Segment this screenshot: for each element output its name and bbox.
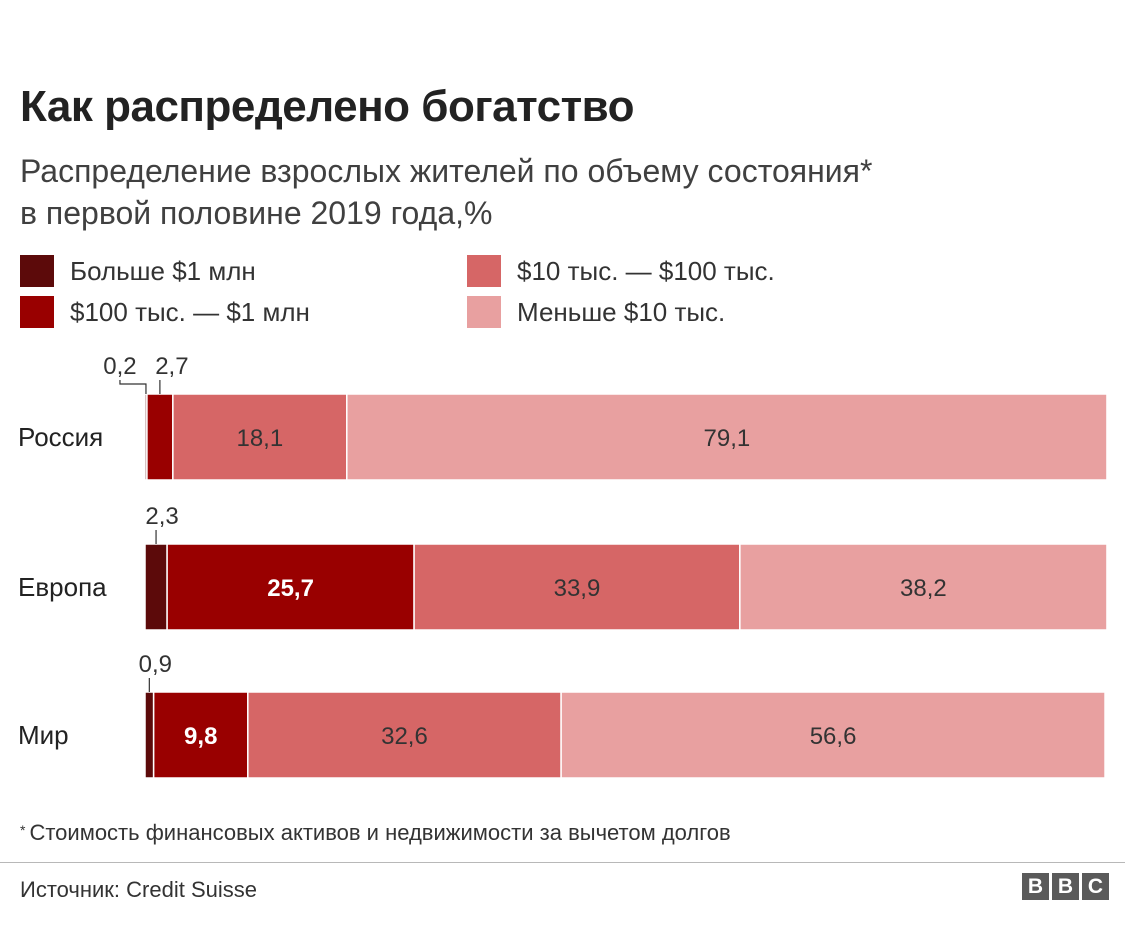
legend-item-over-1m: Больше $1 млн [20,255,256,287]
bar-segment [560,691,1106,779]
category-label: Мир [18,720,69,750]
subtitle-line-1: Распределение взрослых жителей по объему… [20,153,873,189]
subtitle-line-2: в первой половине 2019 года,% [20,195,493,231]
bar-segment [739,543,1108,631]
bar-segment [146,393,174,481]
footnote-text: Стоимость финансовых активов и недвижимо… [29,820,731,845]
category-label: Европа [18,572,107,602]
footnote-marker: * [20,822,26,838]
value-callout-label: 2,3 [145,503,178,530]
legend-swatch-over-1m [20,255,54,287]
footer-divider [0,862,1125,863]
legend-swatch-under-10k [467,296,501,328]
callout-leader-line [119,380,147,394]
value-callout-label: 2,7 [155,353,188,380]
value-label: 32,6 [381,723,428,750]
value-label: 38,2 [900,575,947,602]
value-label: 18,1 [236,425,283,452]
legend-item-100k-1m: $100 тыс. — $1 млн [20,296,310,328]
value-label: 79,1 [704,425,751,452]
bbc-logo-letter: B [1052,873,1079,900]
legend-item-10k-100k: $10 тыс. — $100 тыс. [467,255,775,287]
value-label: 9,8 [184,723,217,750]
bar-segment [247,691,562,779]
value-label: 33,9 [554,575,601,602]
bbc-logo-letter: C [1082,873,1109,900]
source-text: Источник: Credit Suisse [20,877,257,902]
legend-label-over-1m: Больше $1 млн [70,255,256,286]
bar-segment [144,543,168,631]
value-callout-label: 0,2 [103,353,136,380]
category-label: Россия [18,422,103,452]
legend-label-10k-100k: $10 тыс. — $100 тыс. [517,255,775,286]
value-label: 25,7 [267,575,314,602]
stacked-bar-chart: Россия 18,1 79,1 0,2 2,7 Европа 25,7 33,9 38,2 2,… [18,353,1108,779]
legend-label-100k-1m: $100 тыс. — $1 млн [70,296,310,327]
footnote: * Стоимость финансовых активов и недвижим… [20,820,731,846]
value-callout-label: 0,9 [139,651,172,678]
bar-segment [413,543,741,631]
chart-title: Как распределено богатство [20,82,634,131]
legend-label-under-10k: Меньше $10 тыс. [517,296,726,327]
legend-swatch-100k-1m [20,296,54,328]
legend-swatch-10k-100k [467,255,501,287]
bbc-logo: B B C [1022,873,1109,900]
bbc-logo-letter: B [1022,873,1049,900]
value-label: 56,6 [810,723,857,750]
chart-subtitle: Распределение взрослых жителей по объему… [20,150,1100,234]
legend-item-under-10k: Меньше $10 тыс. [467,296,725,328]
bar-segment [144,691,155,779]
bar-segment [166,543,415,631]
bar-segment [346,393,1108,481]
